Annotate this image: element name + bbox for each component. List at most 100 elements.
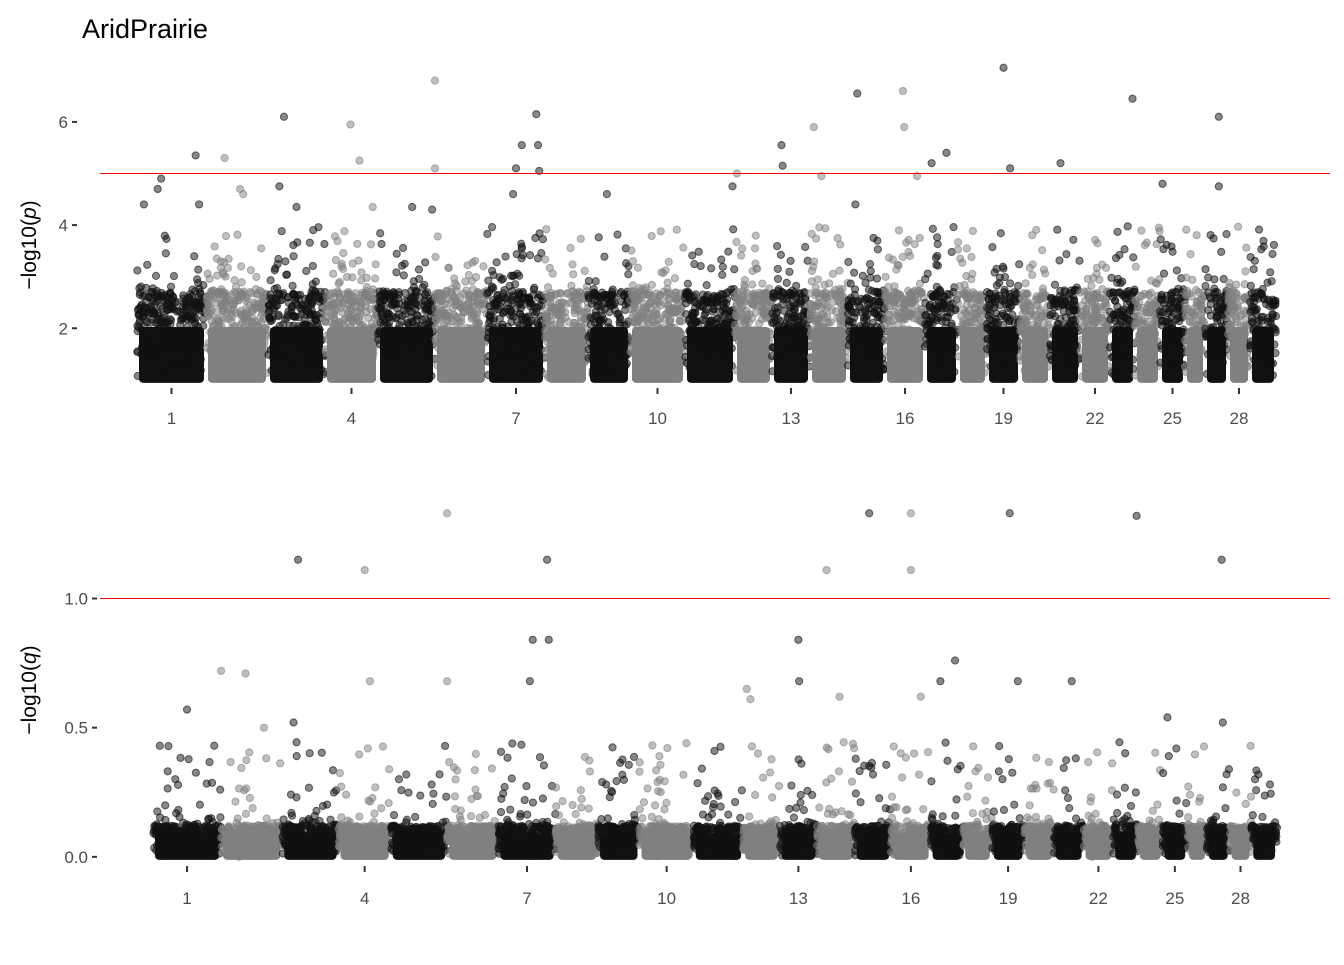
point (676, 317, 683, 324)
point (1066, 329, 1073, 336)
point (691, 331, 698, 338)
point (905, 326, 912, 333)
point (821, 281, 828, 288)
point (1198, 302, 1205, 309)
point (459, 327, 466, 334)
point (589, 354, 596, 361)
point (278, 228, 285, 235)
point (1056, 292, 1063, 299)
point (773, 323, 780, 330)
point (814, 276, 821, 283)
point (720, 303, 727, 310)
point (578, 324, 585, 331)
point (614, 370, 621, 377)
point (165, 742, 172, 749)
point (1259, 332, 1266, 339)
point (279, 321, 286, 328)
point (916, 234, 923, 241)
point (1054, 321, 1061, 328)
point (293, 333, 300, 340)
point (945, 371, 952, 378)
point (1237, 322, 1244, 329)
point (1078, 373, 1085, 380)
point (336, 278, 343, 285)
point (806, 363, 813, 370)
point (469, 259, 476, 266)
point (205, 309, 212, 316)
point (733, 300, 740, 307)
point (308, 345, 315, 352)
point (1231, 327, 1238, 334)
point (786, 268, 793, 275)
point (802, 243, 809, 250)
point (443, 312, 450, 319)
point (174, 781, 181, 788)
point (760, 310, 767, 317)
point (1092, 320, 1099, 327)
point (346, 328, 353, 335)
peak-point (240, 191, 247, 198)
point (1258, 314, 1265, 321)
point (526, 252, 533, 259)
point (410, 284, 417, 291)
point (152, 272, 159, 279)
point (453, 301, 460, 308)
point (267, 277, 274, 284)
point (376, 327, 383, 334)
point (428, 372, 435, 379)
point (966, 295, 973, 302)
point (933, 373, 940, 380)
point (1195, 317, 1202, 324)
point (829, 299, 836, 306)
point (1116, 251, 1123, 258)
point (496, 357, 503, 364)
point (251, 354, 258, 361)
point (693, 371, 700, 378)
point (203, 835, 210, 842)
point (707, 317, 714, 324)
point (213, 308, 220, 315)
point (529, 338, 536, 345)
point (1157, 312, 1164, 319)
point (1270, 241, 1277, 248)
point (162, 845, 169, 852)
point (238, 263, 245, 270)
x-tick-label: 22 (1086, 409, 1105, 428)
point (987, 309, 994, 316)
point (1203, 370, 1210, 377)
point (1009, 363, 1016, 370)
point (816, 224, 823, 231)
point (200, 282, 207, 289)
point (466, 369, 473, 376)
point (1052, 300, 1059, 307)
point (859, 272, 866, 279)
point (243, 304, 250, 311)
point (385, 336, 392, 343)
point (844, 362, 851, 369)
point (718, 256, 725, 263)
point (689, 252, 696, 259)
point (148, 289, 155, 296)
point (1269, 250, 1276, 257)
point (268, 367, 275, 374)
point (253, 273, 260, 280)
point (701, 344, 708, 351)
point (1236, 363, 1243, 370)
point (298, 324, 305, 331)
point (164, 785, 171, 792)
point (197, 356, 204, 363)
point (882, 273, 889, 280)
point (288, 306, 295, 313)
point (1165, 368, 1172, 375)
point (1193, 287, 1200, 294)
point (1157, 236, 1164, 243)
point (474, 289, 481, 296)
point (473, 361, 480, 368)
point (571, 362, 578, 369)
x-tick-label: 28 (1230, 409, 1249, 428)
point (1210, 337, 1217, 344)
point (740, 317, 747, 324)
point (516, 355, 523, 362)
point (719, 271, 726, 278)
point (600, 292, 607, 299)
